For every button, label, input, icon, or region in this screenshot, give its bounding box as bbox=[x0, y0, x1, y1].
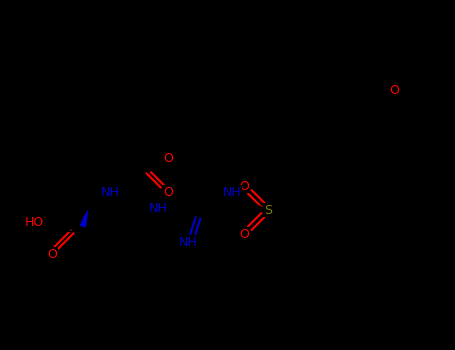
Text: HO: HO bbox=[25, 216, 44, 229]
Text: O: O bbox=[163, 186, 173, 198]
Text: O: O bbox=[389, 84, 399, 97]
Text: S: S bbox=[264, 203, 272, 217]
Text: NH: NH bbox=[222, 186, 241, 198]
Text: O: O bbox=[163, 152, 173, 164]
Text: O: O bbox=[239, 180, 249, 193]
Text: O: O bbox=[47, 247, 57, 260]
Polygon shape bbox=[81, 208, 88, 227]
Text: O: O bbox=[239, 228, 249, 240]
Text: NH: NH bbox=[149, 202, 168, 215]
Text: NH: NH bbox=[101, 186, 119, 198]
Text: NH: NH bbox=[179, 236, 197, 248]
